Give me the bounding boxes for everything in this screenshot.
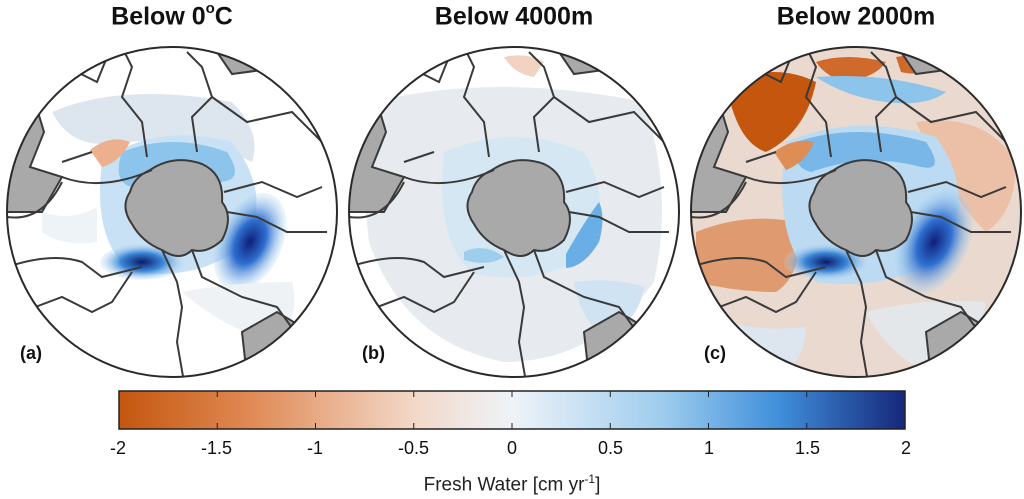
panel-b: Below 4000m xyxy=(344,0,684,390)
polar-map xyxy=(6,46,338,378)
colorbar-label: Fresh Water [cm yr-1] xyxy=(423,472,601,496)
colorbar-tick-label: 1 xyxy=(703,438,715,458)
weddell-flux-region xyxy=(213,192,287,292)
negative-flux-region xyxy=(816,57,886,82)
panel-title: Below 4000m xyxy=(434,2,594,31)
colorbar-tick-label: 2 xyxy=(900,438,912,458)
negative-flux-region xyxy=(774,140,814,170)
weddell-flux-region xyxy=(566,202,603,268)
panel-c: Below 2000m xyxy=(686,0,1024,390)
weak-flux-region xyxy=(42,207,97,244)
weddell-flux-region xyxy=(895,190,973,294)
colorbar-tick-label: -1.5 xyxy=(200,438,233,458)
colorbar-tick-label: -0.5 xyxy=(397,438,430,458)
negative-flux-region xyxy=(696,218,799,292)
polar-map xyxy=(348,46,680,378)
colorbar-tick-label: 0 xyxy=(506,438,518,458)
negative-flux-region xyxy=(90,139,130,167)
weak-flux-region xyxy=(574,280,644,337)
panel-label: (a) xyxy=(20,343,42,363)
colorbar xyxy=(118,390,906,430)
basin-boundaries xyxy=(7,47,327,377)
map-outline xyxy=(6,46,338,378)
colorbar-tick-label: -1 xyxy=(306,438,324,458)
negative-flux-region xyxy=(504,55,544,77)
colorbar-gradient xyxy=(118,390,906,430)
panel-title: Below 0oC xyxy=(111,0,233,31)
colorbar-tick-label: 0.5 xyxy=(597,438,624,458)
polar-map xyxy=(690,46,1022,378)
panel-label: (b) xyxy=(362,343,385,363)
colorbar-tick-label: -2 xyxy=(109,438,127,458)
panel-title: Below 2000m xyxy=(776,2,936,31)
ross-flux-region xyxy=(464,248,504,263)
panel-label: (c) xyxy=(704,343,726,363)
colorbar-ticks xyxy=(216,391,808,429)
ring-flux-region xyxy=(816,76,946,104)
map-outline xyxy=(690,46,1022,378)
colorbar-tick-label: 1.5 xyxy=(794,438,821,458)
ring-flux-region xyxy=(795,132,935,172)
negative-flux-region xyxy=(726,72,816,152)
panel-a: Below 0oC xyxy=(2,0,342,390)
map-outline xyxy=(348,46,680,378)
